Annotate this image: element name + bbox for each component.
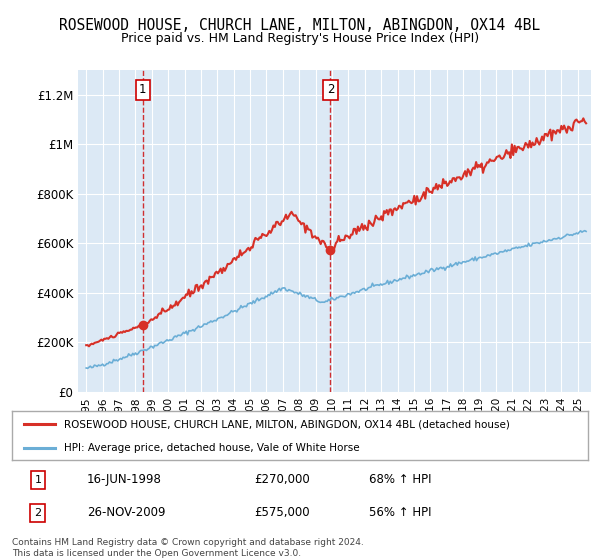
Text: 2: 2 [326, 83, 334, 96]
Text: HPI: Average price, detached house, Vale of White Horse: HPI: Average price, detached house, Vale… [64, 443, 359, 453]
Text: 26-NOV-2009: 26-NOV-2009 [87, 506, 166, 519]
Text: 16-JUN-1998: 16-JUN-1998 [87, 473, 162, 486]
Text: £575,000: £575,000 [254, 506, 310, 519]
Text: 2: 2 [34, 508, 41, 517]
Text: 1: 1 [139, 83, 146, 96]
Text: ROSEWOOD HOUSE, CHURCH LANE, MILTON, ABINGDON, OX14 4BL (detached house): ROSEWOOD HOUSE, CHURCH LANE, MILTON, ABI… [64, 419, 510, 430]
Text: 56% ↑ HPI: 56% ↑ HPI [369, 506, 431, 519]
Text: ROSEWOOD HOUSE, CHURCH LANE, MILTON, ABINGDON, OX14 4BL: ROSEWOOD HOUSE, CHURCH LANE, MILTON, ABI… [59, 18, 541, 33]
Text: 68% ↑ HPI: 68% ↑ HPI [369, 473, 431, 486]
Text: Price paid vs. HM Land Registry's House Price Index (HPI): Price paid vs. HM Land Registry's House … [121, 32, 479, 45]
Text: This data is licensed under the Open Government Licence v3.0.: This data is licensed under the Open Gov… [12, 549, 301, 558]
Text: Contains HM Land Registry data © Crown copyright and database right 2024.: Contains HM Land Registry data © Crown c… [12, 538, 364, 547]
Text: £270,000: £270,000 [254, 473, 310, 486]
Text: 1: 1 [34, 475, 41, 484]
